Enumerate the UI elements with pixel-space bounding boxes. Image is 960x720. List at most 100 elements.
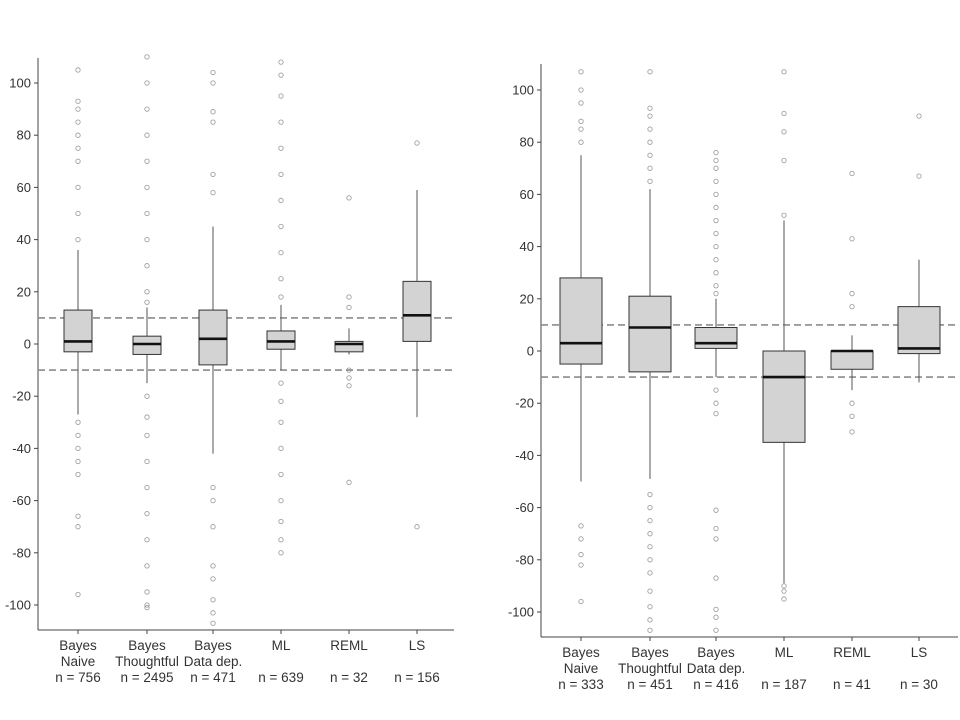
outlier-point (210, 576, 216, 582)
y-tick-label: -60 (12, 493, 31, 508)
y-tick-label: -100 (508, 605, 534, 620)
right-boxplot-panel: -100-80-60-40-20020406080100BayesNaiven … (508, 64, 958, 692)
outlier-point (647, 627, 653, 633)
outlier-point (414, 524, 420, 530)
outlier-point (578, 87, 584, 93)
outlier-point (75, 236, 81, 243)
category-label: Data dep. (184, 654, 243, 669)
outlier-point (781, 212, 787, 218)
outlier-point (346, 375, 352, 381)
y-tick-label: -40 (515, 448, 534, 463)
outlier-point (278, 72, 284, 78)
outlier-point (75, 445, 81, 452)
outlier-point (210, 524, 216, 530)
outlier-point (916, 173, 922, 179)
outlier-point (713, 606, 719, 613)
outlier-point (278, 445, 284, 452)
outlier-point (647, 105, 653, 111)
outlier-point (713, 165, 719, 171)
category-label: Bayes (562, 645, 600, 660)
outlier-point (210, 189, 216, 196)
outlier-point (144, 184, 150, 191)
y-tick-label: -60 (515, 500, 534, 515)
outlier-point (414, 140, 420, 146)
left-boxplot-panel: -100-80-60-40-20020406080100BayesNaiven … (5, 54, 454, 685)
outlier-point (578, 118, 584, 124)
box-iqr (63, 309, 93, 353)
outlier-point (278, 497, 284, 504)
category-n-label: n = 30 (900, 677, 938, 692)
outlier-point (578, 536, 584, 542)
outlier-point (849, 170, 855, 177)
outlier-point (346, 195, 352, 201)
outlier-point (144, 158, 150, 164)
outlier-point (210, 497, 216, 504)
outlier-point (278, 550, 284, 556)
outlier-point (210, 171, 216, 178)
outlier-point (713, 410, 719, 417)
outlier-point (278, 145, 284, 151)
category-n-label: n = 416 (693, 677, 738, 692)
outlier-point (75, 591, 81, 598)
outlier-point (346, 294, 352, 300)
outlier-point (647, 139, 653, 145)
outlier-point (144, 484, 150, 491)
outlier-point (578, 551, 584, 558)
outlier-point (713, 157, 719, 164)
outlier-point (713, 507, 719, 513)
outlier-point (278, 197, 284, 204)
outlier-point (647, 504, 653, 511)
outlier-point (578, 139, 584, 145)
outlier-point (781, 596, 787, 602)
category-label: Data dep. (687, 661, 746, 676)
outlier-point (75, 106, 81, 112)
box-iqr (266, 330, 296, 350)
outlier-point (916, 113, 922, 119)
outlier-point (144, 289, 150, 295)
box-iqr (334, 340, 364, 353)
outlier-point (713, 283, 719, 289)
y-tick-label: 80 (17, 128, 31, 143)
outlier-point (144, 604, 150, 611)
category-label: Thoughtful (618, 661, 682, 676)
y-tick-label: 80 (520, 135, 534, 150)
outlier-point (144, 236, 150, 243)
category-label: Naive (564, 661, 599, 676)
category-n-label: n = 156 (394, 670, 439, 685)
outlier-point (144, 106, 150, 112)
outlier-point (346, 367, 352, 373)
box-iqr (694, 327, 738, 349)
box-iqr (559, 277, 603, 365)
outlier-point (144, 132, 150, 138)
outlier-point (647, 617, 653, 623)
outlier-point (578, 562, 584, 568)
category-label: LS (409, 638, 426, 653)
outlier-point (75, 145, 81, 151)
outlier-point (210, 620, 216, 626)
outlier-point (647, 69, 653, 75)
outlier-point (144, 563, 150, 569)
outlier-point (578, 100, 584, 106)
outlier-point (781, 110, 787, 117)
y-tick-label: -40 (12, 441, 31, 456)
category-n-label: n = 32 (330, 670, 368, 685)
outlier-point (647, 126, 653, 132)
category-label: Bayes (631, 645, 669, 660)
outlier-point (144, 393, 150, 399)
category-label: LS (911, 645, 928, 660)
outlier-point (278, 119, 284, 125)
outlier-point (144, 210, 150, 217)
outlier-point (210, 610, 216, 616)
y-tick-label: 0 (24, 337, 31, 352)
outlier-point (713, 149, 719, 156)
outlier-point (278, 518, 284, 525)
outlier-point (346, 304, 352, 311)
outlier-point (210, 109, 216, 115)
y-tick-label: 100 (9, 76, 31, 91)
category-label: ML (775, 645, 794, 660)
outlier-point (647, 518, 653, 524)
outlier-point (578, 126, 584, 132)
outlier-point (781, 583, 787, 589)
outlier-point (647, 544, 653, 550)
